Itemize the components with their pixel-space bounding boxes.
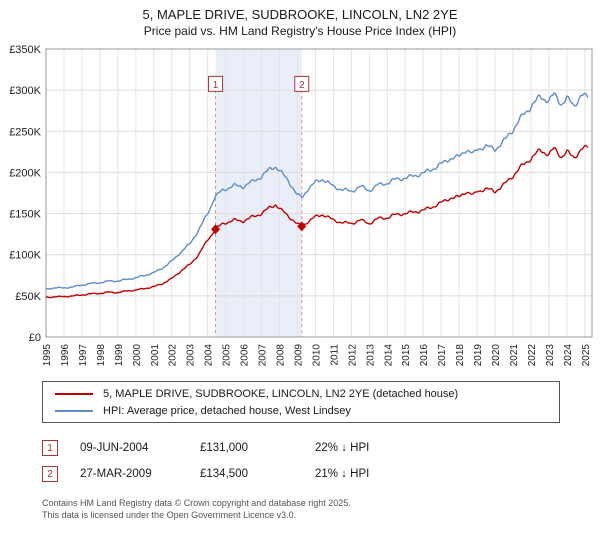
- legend-item-hpi: HPI: Average price, detached house, West…: [51, 402, 551, 419]
- svg-text:2003: 2003: [186, 344, 197, 367]
- page-subtitle: Price paid vs. HM Land Registry's House …: [143, 24, 457, 38]
- transaction-price: £134,500: [200, 468, 248, 480]
- svg-text:1: 1: [213, 80, 219, 91]
- svg-text:2007: 2007: [258, 344, 269, 367]
- chart-legend: 5, MAPLE DRIVE, SUDBROOKE, LINCOLN, LN2 …: [42, 381, 560, 423]
- svg-text:2023: 2023: [545, 344, 556, 367]
- footer-line: Contains HM Land Registry data © Crown c…: [42, 498, 351, 508]
- svg-text:2000: 2000: [132, 344, 143, 367]
- svg-text:2013: 2013: [365, 344, 376, 367]
- footer-line: This data is licensed under the Open Gov…: [42, 510, 297, 520]
- svg-text:2018: 2018: [455, 344, 466, 367]
- svg-text:2009: 2009: [293, 344, 304, 367]
- svg-text:2025: 2025: [581, 344, 592, 367]
- svg-text:2011: 2011: [329, 344, 340, 366]
- svg-text:2016: 2016: [419, 344, 430, 367]
- svg-text:2008: 2008: [275, 344, 286, 367]
- svg-text:£150K: £150K: [9, 209, 41, 221]
- svg-text:2019: 2019: [473, 344, 484, 367]
- svg-text:1998: 1998: [96, 344, 107, 367]
- svg-text:1995: 1995: [42, 344, 53, 367]
- red-line-swatch: [55, 392, 93, 395]
- svg-text:1999: 1999: [114, 344, 125, 367]
- svg-text:1997: 1997: [78, 344, 89, 367]
- table-row: 2 27-MAR-2009 £134,500 21% ↓ HPI: [42, 461, 560, 487]
- svg-text:2021: 2021: [509, 344, 520, 367]
- table-row: 1 09-JUN-2004 £131,000 22% ↓ HPI: [42, 435, 560, 461]
- legend-item-property: 5, MAPLE DRIVE, SUDBROOKE, LINCOLN, LN2 …: [51, 385, 551, 402]
- svg-text:£0: £0: [29, 332, 41, 344]
- transaction-date: 09-JUN-2004: [80, 442, 149, 454]
- svg-text:2010: 2010: [311, 344, 322, 367]
- transactions-table: 1 09-JUN-2004 £131,000 22% ↓ HPI 2 27-MA…: [42, 435, 560, 487]
- svg-text:1996: 1996: [60, 344, 71, 367]
- svg-text:£50K: £50K: [15, 291, 41, 303]
- svg-text:2001: 2001: [150, 344, 161, 367]
- svg-text:2024: 2024: [563, 344, 574, 367]
- svg-text:2014: 2014: [383, 344, 394, 367]
- marker-2-badge: 2: [42, 466, 58, 482]
- transaction-date: 27-MAR-2009: [80, 468, 152, 480]
- svg-text:2017: 2017: [437, 344, 448, 367]
- svg-text:£200K: £200K: [9, 167, 41, 179]
- price-chart: £0 £50K £100K £150K £200K £250K £300K £350K 1995…: [9, 44, 593, 367]
- svg-text:£300K: £300K: [9, 85, 41, 97]
- transaction-hpi-delta: 22% ↓ HPI: [315, 442, 370, 454]
- svg-text:2002: 2002: [168, 344, 179, 367]
- legend-label: HPI: Average price, detached house, West…: [103, 404, 351, 417]
- transaction-price: £131,000: [200, 442, 248, 454]
- svg-text:£100K: £100K: [9, 250, 41, 262]
- transaction-hpi-delta: 21% ↓ HPI: [315, 468, 370, 480]
- legend-label: 5, MAPLE DRIVE, SUDBROOKE, LINCOLN, LN2 …: [103, 387, 459, 400]
- svg-text:2006: 2006: [240, 344, 251, 367]
- svg-text:2004: 2004: [204, 344, 215, 367]
- svg-text:2012: 2012: [347, 344, 358, 367]
- blue-line-swatch: [55, 409, 93, 412]
- page-title: 5, MAPLE DRIVE, SUDBROOKE, LINCOLN, LN2 …: [142, 7, 458, 22]
- chart-header: 5, MAPLE DRIVE, SUDBROOKE, LINCOLN, LN2 …: [0, 0, 600, 39]
- svg-text:2: 2: [299, 80, 305, 91]
- svg-text:2015: 2015: [401, 344, 412, 367]
- svg-text:£250K: £250K: [9, 126, 41, 138]
- svg-text:2005: 2005: [222, 344, 233, 367]
- marker-1-badge: 1: [42, 440, 58, 456]
- svg-text:2020: 2020: [491, 344, 502, 367]
- license-footer: Contains HM Land Registry data © Crown c…: [42, 497, 560, 521]
- svg-text:£350K: £350K: [9, 44, 41, 56]
- svg-text:2022: 2022: [527, 344, 538, 367]
